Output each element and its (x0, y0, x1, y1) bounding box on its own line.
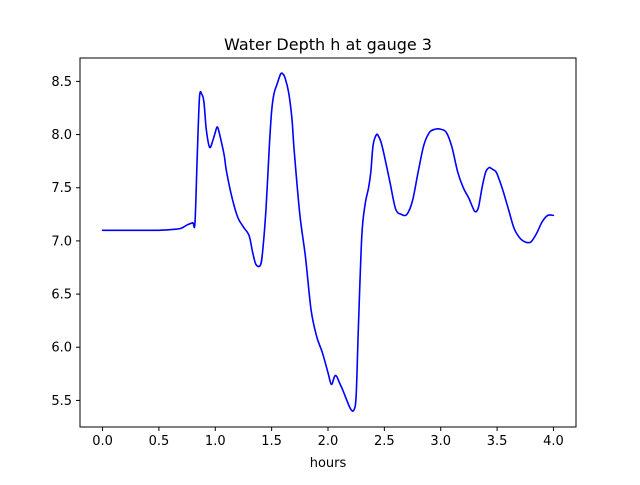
x-tick-label: 3.5 (487, 434, 508, 449)
y-tick-label: 8.0 (51, 128, 72, 143)
axis-ticks: 0.0 0.5 1.0 1.5 2.0 2.5 3.0 3.5 4.0 5.5 6.0 6.5 7.0 7… (51, 75, 563, 449)
x-tick-label: 4.0 (543, 434, 564, 449)
plot-frame (79, 57, 577, 428)
y-tick-label: 7.5 (51, 181, 72, 196)
y-tick-label: 6.0 (51, 341, 72, 356)
x-tick-label: 2.0 (318, 434, 339, 449)
y-tick-label: 8.5 (51, 75, 72, 90)
series-layer (101, 72, 555, 412)
x-tick-label: 0.5 (149, 434, 170, 449)
y-tick-label: 6.5 (51, 288, 72, 303)
x-tick-label: 1.5 (261, 434, 282, 449)
y-tick-label: 7.0 (51, 234, 72, 249)
series-line (101, 72, 555, 412)
chart-title: Water Depth h at gauge 3 (224, 35, 432, 54)
x-tick-label: 0.0 (92, 434, 113, 449)
y-tick-label: 5.5 (51, 394, 72, 409)
x-axis-label: hours (310, 456, 347, 471)
x-tick-label: 2.5 (374, 434, 395, 449)
x-tick-label: 3.0 (430, 434, 451, 449)
x-tick-label: 1.0 (205, 434, 226, 449)
